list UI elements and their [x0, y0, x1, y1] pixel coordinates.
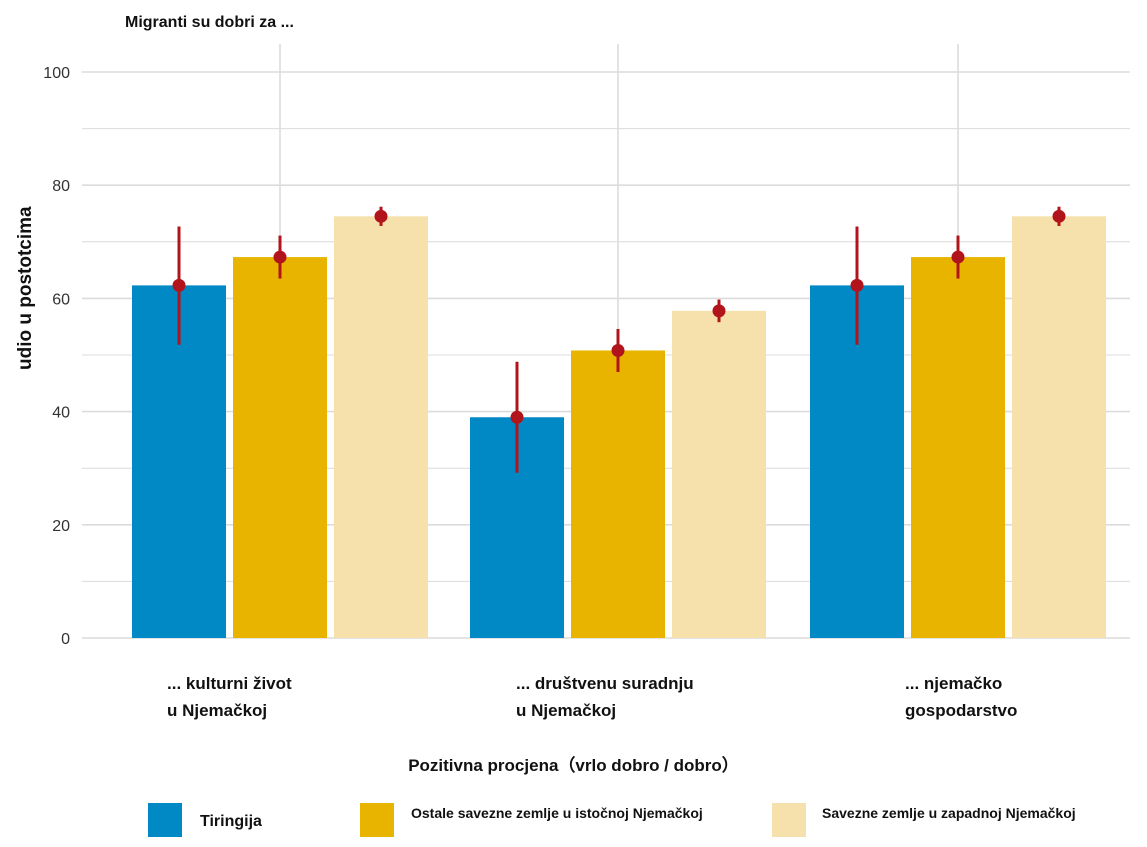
- category-label-0: ... kulturni život u Njemačkoj: [167, 670, 292, 724]
- point-0-0: [172, 278, 186, 292]
- y-tick-label-100: 100: [43, 65, 70, 82]
- bar-2-2: [1012, 216, 1106, 638]
- point-2-1: [712, 304, 726, 318]
- legend-label-zapadna: Savezne zemlje u zapadnoj Njemačkoj: [822, 805, 1076, 821]
- legend-label-istocna: Ostale savezne zemlje u istočnoj Njemačk…: [411, 805, 703, 821]
- bar-1-1: [571, 350, 665, 638]
- category-label-0-line-1: ... kulturni život: [167, 674, 292, 693]
- legend-label-tiringija: Tiringija: [200, 813, 262, 830]
- category-label-1-line-2: u Njemačkoj: [516, 701, 617, 720]
- y-tick-label-80: 80: [52, 178, 70, 195]
- point-0-2: [850, 278, 864, 292]
- category-label-2: ... njemačko gospodarstvo: [905, 670, 1017, 724]
- bar-1-0: [233, 257, 327, 638]
- bar-2-1: [672, 310, 766, 638]
- y-axis-label: udio u postotcima: [15, 206, 36, 370]
- bar-2-0: [334, 216, 428, 638]
- category-label-2-line-1: ... njemačko: [905, 674, 1003, 693]
- point-2-2: [1052, 209, 1066, 223]
- x-axis-label: Pozitivna procjena（vrlo dobro / dobro）: [408, 756, 739, 775]
- y-tick-label-0: 0: [61, 631, 70, 648]
- chart-title: Migranti su dobri za ...: [125, 14, 294, 31]
- point-1-1: [611, 343, 625, 357]
- point-1-2: [951, 250, 965, 264]
- y-tick-label-60: 60: [52, 291, 70, 308]
- category-label-2-line-2: gospodarstvo: [905, 701, 1018, 720]
- point-2-0: [374, 209, 388, 223]
- bar-1-2: [911, 257, 1005, 638]
- legend-swatch-istocna: [360, 803, 394, 837]
- y-tick-label-40: 40: [52, 405, 70, 422]
- legend-swatch-zapadna: [772, 803, 806, 837]
- category-label-0-line-2: u Njemačkoj: [167, 701, 268, 720]
- y-tick-label-20: 20: [52, 518, 70, 535]
- category-label-1-line-1: ... društvenu suradnju: [516, 674, 694, 693]
- legend-swatch-tiringija: [148, 803, 182, 837]
- point-0-1: [510, 410, 524, 424]
- point-1-0: [273, 250, 287, 264]
- category-label-1: ... društvenu suradnju u Njemačkoj: [516, 670, 694, 724]
